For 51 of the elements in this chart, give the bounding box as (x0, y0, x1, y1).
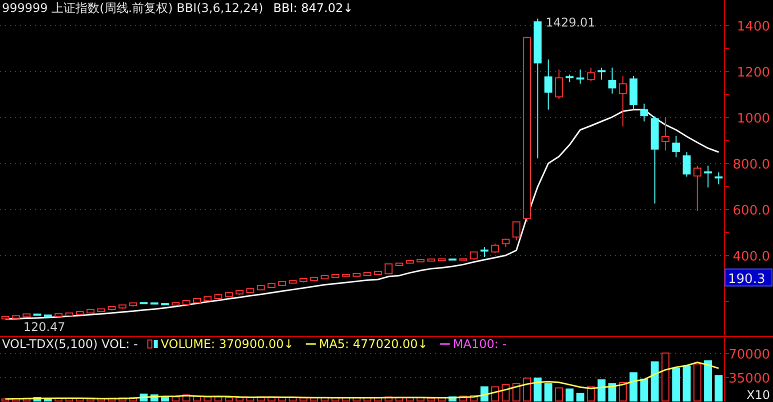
candlestick (640, 103, 648, 122)
bar (224, 397, 233, 402)
annotation: 1429.01 (546, 16, 596, 30)
bar (704, 360, 712, 402)
bar (555, 387, 563, 402)
y-tick-label: 70000 (728, 348, 770, 362)
bar (566, 388, 574, 402)
candlestick (534, 18, 542, 159)
annotation: 120.47 (23, 320, 66, 334)
bar (161, 397, 169, 402)
candlestick (544, 58, 552, 110)
y-tick-label: 1400 (736, 20, 770, 34)
chart-title: VOL-TDX(5,100) VOL: - (2, 337, 138, 351)
candlestick (704, 165, 712, 188)
y-tick-label: 400.0 (732, 250, 770, 264)
bar (618, 382, 627, 402)
y-tick-label: 600.0 (732, 204, 770, 218)
candlestick (630, 76, 638, 110)
legend-label: VOLUME: 370900.00↓ (160, 337, 294, 351)
y-tick-label: 800.0 (732, 158, 770, 172)
y-tick-label: 35000 (728, 372, 770, 386)
candlestick (576, 69, 584, 84)
bar (630, 372, 638, 402)
line-series (4, 362, 720, 400)
bar (640, 378, 648, 402)
bar (172, 396, 180, 402)
text: 190.3 (728, 272, 766, 287)
bar (714, 375, 723, 402)
text: X10 (746, 388, 770, 402)
bar (682, 366, 691, 402)
legend-label: MA100: - (452, 337, 507, 351)
bar (544, 383, 552, 402)
bar (523, 378, 531, 402)
bar (576, 392, 584, 402)
bar (672, 368, 680, 402)
y-tick-label: 1200 (736, 66, 770, 80)
text: BBI: 847.02↓ (273, 1, 354, 15)
bar (661, 352, 670, 402)
bar (608, 383, 616, 402)
bar (299, 397, 308, 402)
legend-label: MA5: 477020.00↓ (318, 337, 428, 351)
y-tick-label: 1000 (736, 112, 770, 126)
bar (512, 383, 520, 402)
bar (204, 396, 212, 402)
candlestick (661, 116, 670, 152)
bar (693, 363, 702, 402)
candlestick (618, 76, 627, 127)
bar (534, 378, 542, 402)
chart-title: 999999 上证指数(周线.前复权) BBI(3,6,12,24) (2, 1, 264, 15)
bar (598, 379, 606, 402)
bar (650, 361, 659, 402)
